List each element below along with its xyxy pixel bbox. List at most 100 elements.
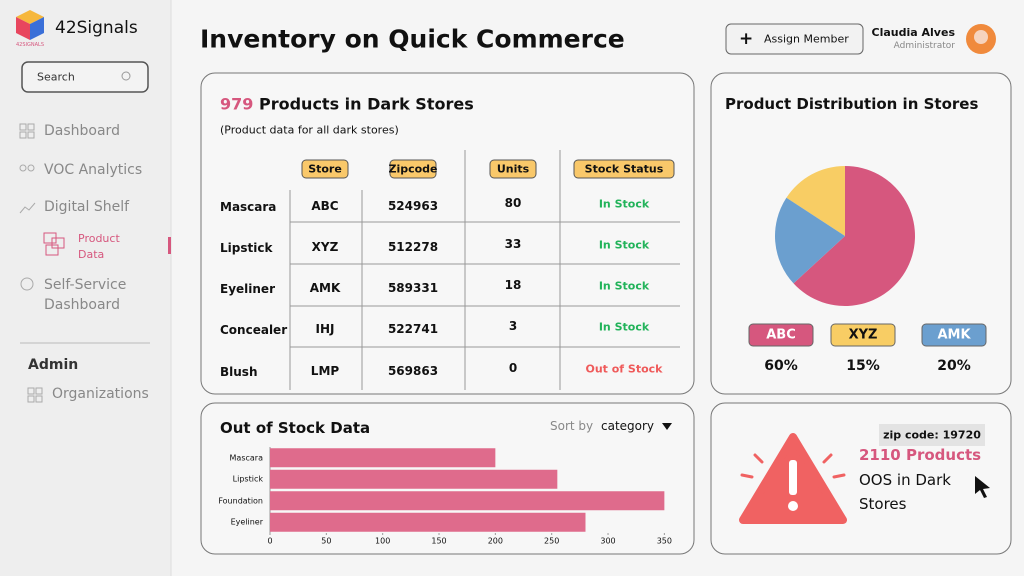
- table-header: Units: [496, 162, 530, 176]
- avatar-face: [974, 30, 988, 44]
- product-name: Eyeliner: [220, 282, 275, 296]
- nav-item[interactable]: VOC Analytics: [44, 162, 143, 178]
- search-placeholder[interactable]: Search: [37, 70, 75, 84]
- x-tick-label: 150: [431, 536, 447, 546]
- x-tick-label: 250: [544, 536, 560, 546]
- header-pill: [489, 159, 537, 179]
- bar: [270, 491, 665, 511]
- zipcode-cell: 512278: [387, 240, 439, 254]
- units-cell: 80: [504, 196, 522, 210]
- nav-icons: [19, 123, 65, 403]
- zip-tag-bg: [879, 424, 985, 446]
- x-tick-label: 50: [321, 536, 332, 546]
- logo: [16, 10, 44, 40]
- warning-rays: [740, 453, 846, 479]
- value-label: 15%: [846, 358, 880, 374]
- status-cell: In Stock: [598, 238, 650, 252]
- status-cell: Out of Stock: [585, 362, 663, 376]
- table-header: Zipcode: [388, 162, 438, 176]
- zipcode-cell: 569863: [387, 364, 439, 378]
- warning-dot: [788, 501, 798, 511]
- products-card: [200, 72, 695, 395]
- admin-title: Admin: [28, 357, 79, 373]
- header-pill: [389, 159, 437, 179]
- status-cell: In Stock: [598, 320, 650, 334]
- units-cell: 33: [504, 237, 522, 251]
- table-header: Stock Status: [584, 162, 664, 176]
- x-tick-label: 100: [375, 536, 391, 546]
- nav-item[interactable]: Digital Shelf: [44, 199, 130, 215]
- legend-pill: [748, 323, 814, 347]
- value-label: 60%: [764, 358, 798, 374]
- chart-title: Product Distribution in Stores: [725, 95, 979, 113]
- pie-slice: [786, 166, 845, 236]
- legend-label: XYZ: [848, 327, 878, 343]
- y-tick-label: Mascara: [229, 453, 263, 463]
- nav-item[interactable]: Organizations: [52, 386, 149, 402]
- y-tick-label: Lipstick: [232, 474, 263, 484]
- zip-tag: zip code: 19720: [883, 428, 981, 442]
- sort-value[interactable]: category: [601, 419, 655, 433]
- x-tick-label: 350: [656, 536, 672, 546]
- user-role: Administrator: [893, 41, 955, 51]
- zipcode-cell: 522741: [387, 322, 439, 336]
- status-cell: In Stock: [598, 197, 650, 211]
- store-cell: LMP: [310, 364, 340, 378]
- product-name: Mascara: [220, 200, 277, 214]
- product-name: Concealer: [220, 323, 288, 337]
- zipcode-cell: 589331: [387, 281, 439, 295]
- products-heading: 979 Products in Dark Stores: [220, 95, 474, 114]
- pie-slice: [775, 197, 845, 284]
- search-box[interactable]: [21, 61, 149, 93]
- store-cell: ABC: [311, 199, 339, 213]
- legend-pill: [921, 323, 987, 347]
- user-name: Claudia Alves: [871, 26, 955, 39]
- button-label[interactable]: Assign Member: [764, 32, 849, 46]
- units-cell: 3: [508, 319, 518, 333]
- legend-label: AMK: [937, 327, 971, 343]
- sidebar-bg: [0, 0, 171, 576]
- brand-small: 42SIGNALS: [16, 42, 45, 48]
- store-cell: XYZ: [311, 240, 339, 254]
- warning-mark: [789, 460, 797, 495]
- alert-count: 2110 Products: [859, 446, 982, 464]
- x-tick-label: 300: [600, 536, 616, 546]
- header-pill: [573, 159, 675, 179]
- cursor-icon: [975, 476, 990, 498]
- store-cell: AMK: [309, 281, 341, 295]
- products-count: 979: [220, 94, 254, 114]
- active-indicator: [168, 237, 171, 254]
- sort-arrow[interactable]: [662, 423, 672, 430]
- button-plus: +: [739, 29, 754, 49]
- bar: [270, 469, 558, 489]
- brand: 42Signals: [55, 18, 138, 38]
- alert-text: OOS in Dark Stores: [859, 471, 951, 513]
- search-icon: [121, 71, 131, 81]
- products-subtitle: (Product data for all dark stores): [220, 123, 399, 137]
- product-name: Lipstick: [220, 241, 273, 255]
- header-pill: [301, 159, 349, 179]
- nav-item[interactable]: Dashboard: [44, 123, 120, 139]
- value-label: 20%: [937, 358, 971, 374]
- chart-title: Out of Stock Data: [220, 419, 371, 437]
- units-cell: 0: [508, 361, 518, 375]
- assign-button[interactable]: [725, 23, 864, 55]
- x-tick-label: 200: [487, 536, 503, 546]
- product-name: Blush: [220, 365, 258, 379]
- bar: [270, 448, 496, 468]
- page-title: Inventory on Quick Commerce: [200, 24, 625, 54]
- legend-pill: [830, 323, 896, 347]
- nav-item[interactable]: Self-Service Dashboard: [44, 277, 127, 313]
- units-cell: 18: [504, 278, 522, 292]
- table-lines: [289, 150, 680, 390]
- pie-slice: [793, 166, 915, 306]
- status-cell: In Stock: [598, 279, 650, 293]
- nav-item-active[interactable]: Product Data: [78, 232, 120, 261]
- bar: [270, 512, 586, 532]
- store-cell: IHJ: [315, 322, 335, 336]
- products-title: Products in Dark Stores: [258, 94, 474, 114]
- y-tick-label: Foundation: [218, 496, 263, 506]
- table-header: Store: [308, 162, 342, 176]
